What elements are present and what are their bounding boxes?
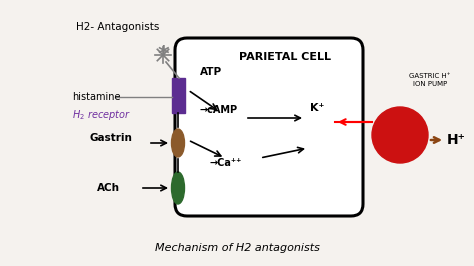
Text: Gastrin: Gastrin (90, 133, 133, 143)
Ellipse shape (172, 129, 184, 157)
Text: histamine: histamine (72, 92, 120, 102)
FancyBboxPatch shape (175, 38, 363, 216)
Circle shape (372, 107, 428, 163)
Text: H⁺: H⁺ (447, 133, 466, 147)
Text: →Ca⁺⁺: →Ca⁺⁺ (210, 158, 242, 168)
Text: ATP: ATP (200, 67, 222, 77)
Text: K⁺: K⁺ (310, 103, 324, 113)
FancyBboxPatch shape (172, 78, 185, 113)
Text: PARIETAL CELL: PARIETAL CELL (239, 52, 331, 62)
Text: Mechanism of H2 antagonists: Mechanism of H2 antagonists (155, 243, 319, 253)
Text: $H_2$ receptor: $H_2$ receptor (72, 108, 131, 122)
Text: →cAMP: →cAMP (200, 105, 238, 115)
Text: *: * (157, 45, 169, 65)
Ellipse shape (172, 172, 184, 204)
Text: H2- Antagonists: H2- Antagonists (76, 22, 160, 32)
Text: ACh: ACh (97, 183, 120, 193)
Text: GASTRIC H⁺
ION PUMP: GASTRIC H⁺ ION PUMP (409, 73, 451, 87)
